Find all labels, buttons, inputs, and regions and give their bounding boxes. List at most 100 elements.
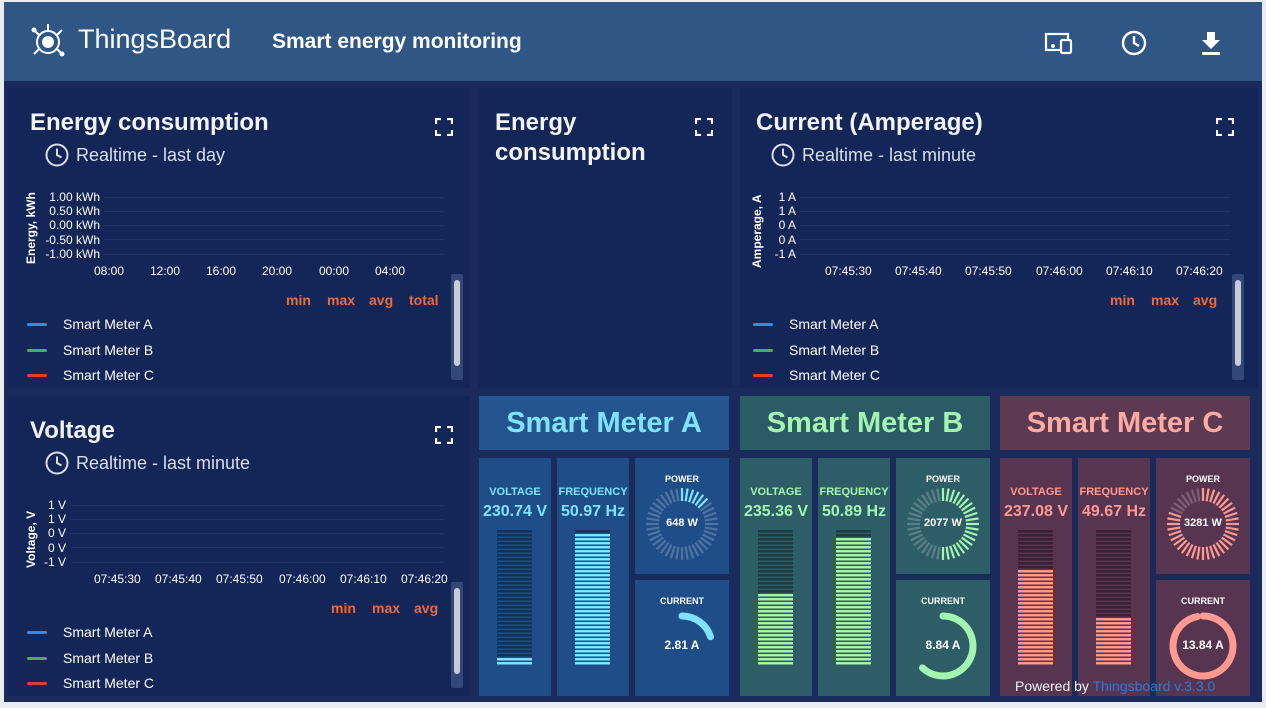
- bar-segment: [497, 534, 532, 537]
- gauge-tick: [960, 536, 973, 547]
- legend-swatch: [27, 322, 47, 326]
- bar-segment: [497, 586, 532, 589]
- current-gauge: [1169, 612, 1237, 680]
- scrollbar-thumb[interactable]: [454, 280, 460, 366]
- gauge-tick: [908, 530, 922, 537]
- bar-segment: [575, 550, 610, 553]
- bar-segment: [1018, 530, 1053, 533]
- bar-segment: [497, 618, 532, 621]
- bar-segment: [575, 634, 610, 637]
- bar-segment: [497, 650, 532, 653]
- bar-segment: [836, 538, 871, 541]
- bar-segment: [758, 578, 793, 581]
- gauge-tick: [1215, 541, 1226, 554]
- legend-scrollbar[interactable]: [1232, 274, 1244, 380]
- bar-segment: [1018, 534, 1053, 537]
- x-tick: 00:00: [319, 264, 350, 278]
- bar-segment: [758, 534, 793, 537]
- bar-segment: [575, 546, 610, 549]
- power-gauge: [646, 488, 718, 560]
- bar-segment: [575, 606, 610, 609]
- bar-segment: [1096, 630, 1131, 633]
- timewindow-label: Realtime - last day: [44, 142, 225, 168]
- bar-segment: [1018, 634, 1053, 637]
- gauge-tick: [684, 546, 689, 560]
- x-tick: 07:45:50: [216, 572, 263, 586]
- gauge-tick: [701, 533, 715, 542]
- gauge-tick: [697, 497, 709, 509]
- current-tile: CURRENT 8.84 A: [896, 580, 990, 696]
- bar-segment: [1018, 538, 1053, 541]
- bar-segment: [836, 630, 871, 633]
- legend-swatch: [753, 348, 773, 352]
- devices-button[interactable]: [1042, 26, 1076, 60]
- bar-segment: [1096, 550, 1131, 553]
- bar-segment: [1018, 606, 1053, 609]
- scrollbar-thumb[interactable]: [1235, 280, 1241, 366]
- bar-segment: [575, 574, 610, 577]
- fullscreen-icon[interactable]: [435, 118, 453, 136]
- gauge-tick: [699, 501, 712, 512]
- fullscreen-icon[interactable]: [435, 426, 453, 444]
- legend-item[interactable]: Smart Meter B: [27, 650, 153, 666]
- bar-segment: [497, 554, 532, 557]
- legend-item[interactable]: Smart Meter B: [27, 342, 153, 358]
- bar-segment: [497, 654, 532, 657]
- legend-scrollbar[interactable]: [451, 274, 463, 380]
- gauge-tick: [1209, 489, 1216, 503]
- legend-scrollbar[interactable]: [451, 582, 463, 688]
- fullscreen-icon[interactable]: [1216, 118, 1234, 136]
- bar-segment: [836, 582, 871, 585]
- export-button[interactable]: [1194, 26, 1228, 60]
- gauge-tick: [664, 491, 673, 505]
- legend-item[interactable]: Smart Meter A: [27, 316, 152, 332]
- thingsboard-logo-icon: [31, 24, 65, 57]
- bar-segment: [758, 654, 793, 657]
- bar-segment: [497, 646, 532, 649]
- timewindow-button[interactable]: [1117, 26, 1151, 60]
- bar-segment: [836, 598, 871, 601]
- bar-segment: [836, 646, 871, 649]
- gauge-tick: [688, 545, 695, 559]
- bar-segment: [575, 570, 610, 573]
- power-value: 2077 W: [924, 517, 962, 529]
- legend-item[interactable]: Smart Meter A: [27, 624, 152, 640]
- legend-item[interactable]: Smart Meter C: [27, 367, 154, 383]
- legend-item[interactable]: Smart Meter A: [753, 316, 878, 332]
- bar-segment: [1096, 650, 1131, 653]
- bar-segment: [758, 614, 793, 617]
- gauge-tick: [1167, 526, 1181, 531]
- bar-segment: [836, 578, 871, 581]
- y-tick: -1 A: [774, 246, 796, 261]
- gauge-tick: [916, 539, 928, 551]
- legend-item[interactable]: Smart Meter C: [753, 367, 880, 383]
- gauge-tick: [688, 489, 695, 503]
- bar-segment: [1096, 622, 1131, 625]
- bar-segment: [575, 562, 610, 565]
- gauge-tick: [910, 506, 924, 515]
- grid-line: [800, 197, 1230, 198]
- legend-item[interactable]: Smart Meter B: [753, 342, 879, 358]
- brand-name: ThingsBoard: [78, 24, 232, 54]
- bar-segment: [836, 558, 871, 561]
- gauge-tick: [936, 546, 941, 560]
- grid-line: [800, 239, 1230, 240]
- thingsboard-version-link[interactable]: Thingsboard v.3.3.0: [1092, 678, 1216, 694]
- bar-segment: [836, 606, 871, 609]
- bar-segment: [1018, 578, 1053, 581]
- voltage-tile: VOLTAGE 237.08 V: [1000, 458, 1072, 696]
- bar-segment: [497, 538, 532, 541]
- power-tile: POWER 648 W: [635, 458, 729, 574]
- gauge-tick: [1209, 545, 1216, 559]
- legend-swatch: [27, 348, 47, 352]
- fullscreen-icon[interactable]: [695, 118, 713, 136]
- bar-segment: [758, 586, 793, 589]
- bar-segment: [497, 574, 532, 577]
- gauge-tick: [907, 517, 921, 522]
- gauge-tick: [699, 536, 712, 547]
- scrollbar-thumb[interactable]: [454, 588, 460, 674]
- grid-line: [800, 211, 1230, 212]
- legend-item[interactable]: Smart Meter C: [27, 675, 154, 691]
- bar-segment: [575, 582, 610, 585]
- voltage-value: 237.08 V: [1003, 503, 1069, 520]
